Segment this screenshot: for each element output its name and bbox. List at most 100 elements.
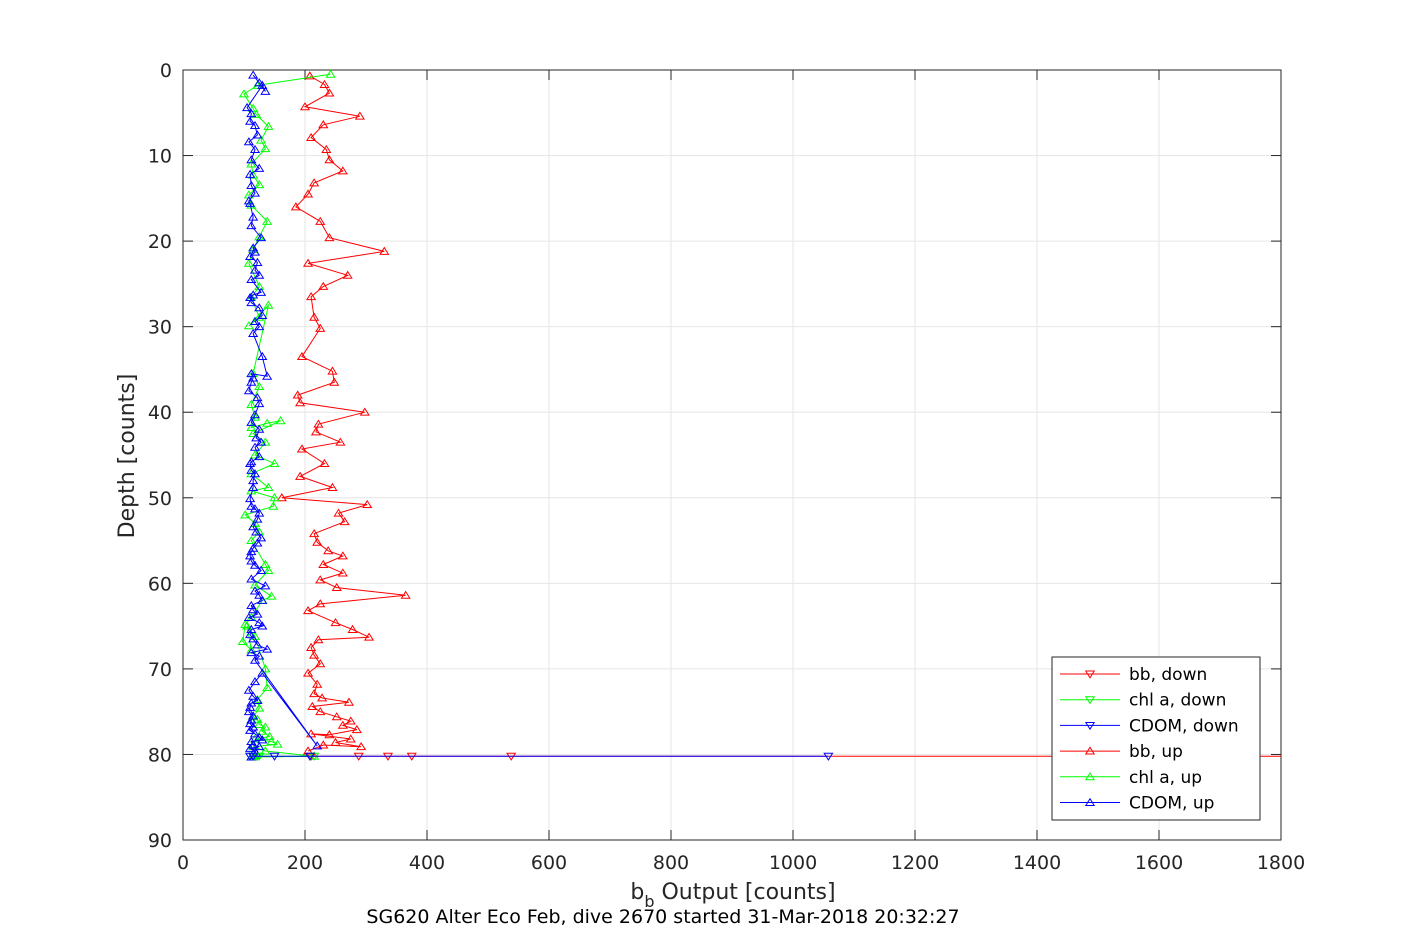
data-point [305, 291, 317, 301]
data-point [254, 398, 265, 408]
data-point [252, 392, 263, 402]
data-point [249, 560, 261, 569]
data-point [345, 716, 356, 725]
data-point [257, 80, 268, 89]
x-tick-label: 1000 [769, 852, 817, 874]
data-point [329, 377, 340, 386]
data-point [248, 522, 259, 531]
data-point [324, 232, 335, 242]
data-point [296, 444, 308, 453]
data-point [254, 742, 265, 751]
x-tick-label: 800 [653, 852, 689, 874]
data-point [248, 428, 259, 438]
data-point [243, 612, 254, 621]
data-point [275, 416, 286, 425]
data-point [262, 216, 273, 225]
data-point [252, 538, 263, 547]
data-point [302, 668, 314, 677]
data-point [254, 451, 265, 461]
data-point [318, 559, 329, 568]
data-point [276, 493, 287, 502]
data-point [315, 599, 326, 608]
data-point [335, 437, 346, 446]
data-point [266, 591, 277, 600]
legend-label: CDOM, down [1129, 716, 1239, 736]
data-point [249, 247, 261, 256]
data-point [290, 202, 301, 211]
data-point [318, 281, 329, 290]
data-point [315, 216, 326, 225]
data-point [327, 366, 338, 375]
data-point [269, 493, 280, 502]
data-point [237, 636, 248, 645]
data-point [243, 386, 254, 395]
data-point [327, 482, 338, 491]
data-point [263, 121, 274, 130]
data-point [254, 179, 265, 189]
legend-entry: chl a, up [1060, 768, 1202, 788]
data-point [248, 212, 259, 221]
data-point [249, 265, 261, 274]
legend-entry: chl a, down [1060, 691, 1226, 711]
data-point [254, 703, 265, 712]
data-point [248, 752, 259, 761]
y-tick-label: 40 [148, 402, 172, 424]
data-point [260, 559, 271, 568]
data-point [330, 617, 341, 627]
data-point [244, 458, 256, 467]
data-point [296, 351, 308, 361]
data-point [252, 130, 263, 139]
data-point [260, 143, 271, 153]
ticks: 0 200 400 600 800 1000 1200 1400 1600 1800 0 10 20 30… [148, 60, 1305, 874]
chart-title: SG620 Alter Eco Feb, dive 2670 started 3… [366, 906, 959, 928]
data-point [295, 398, 306, 407]
data-point [309, 178, 320, 187]
data-point [363, 632, 375, 641]
data-point [254, 424, 265, 433]
data-point [255, 565, 267, 574]
data-point [315, 706, 326, 716]
data-point [324, 155, 335, 164]
data-point [246, 422, 257, 432]
axes-box [182, 69, 1282, 841]
data-point [304, 71, 315, 80]
data-point [264, 731, 275, 740]
y-tick-label: 70 [148, 659, 172, 681]
legend-label: chl a, down [1129, 691, 1226, 711]
data-point [302, 258, 314, 267]
legend: bb, down chl a, down CDOM, down bb, up chl a… [1051, 656, 1261, 821]
data-point [255, 135, 267, 144]
data-point [257, 621, 268, 630]
data-point [260, 581, 271, 590]
data-point [305, 132, 317, 142]
data-point [292, 390, 303, 399]
data-point [302, 746, 314, 755]
data-point [248, 740, 259, 749]
data-point [260, 664, 271, 673]
data-point [272, 739, 283, 748]
data-point [266, 736, 277, 746]
series-chl-a-up [237, 69, 336, 761]
x-tick-label: 200 [287, 852, 323, 874]
data-point [309, 688, 320, 698]
data-point [254, 163, 265, 172]
data-point [246, 647, 257, 657]
data-point [257, 351, 268, 361]
data-point [249, 316, 261, 325]
data-point [268, 501, 279, 510]
data-point [312, 537, 323, 546]
data-point [262, 644, 273, 653]
data-point [305, 642, 317, 651]
data-point [252, 609, 263, 618]
series-cdom-up [241, 70, 323, 761]
data-point [318, 120, 329, 129]
data-point [302, 189, 314, 198]
data-point [356, 742, 367, 751]
legend-marker [1084, 797, 1096, 806]
data-point [309, 650, 320, 659]
y-tick-label: 80 [148, 744, 172, 766]
x-axis-label: bb Output [counts] [630, 880, 835, 911]
data-point [316, 693, 328, 702]
data-point [249, 188, 261, 197]
